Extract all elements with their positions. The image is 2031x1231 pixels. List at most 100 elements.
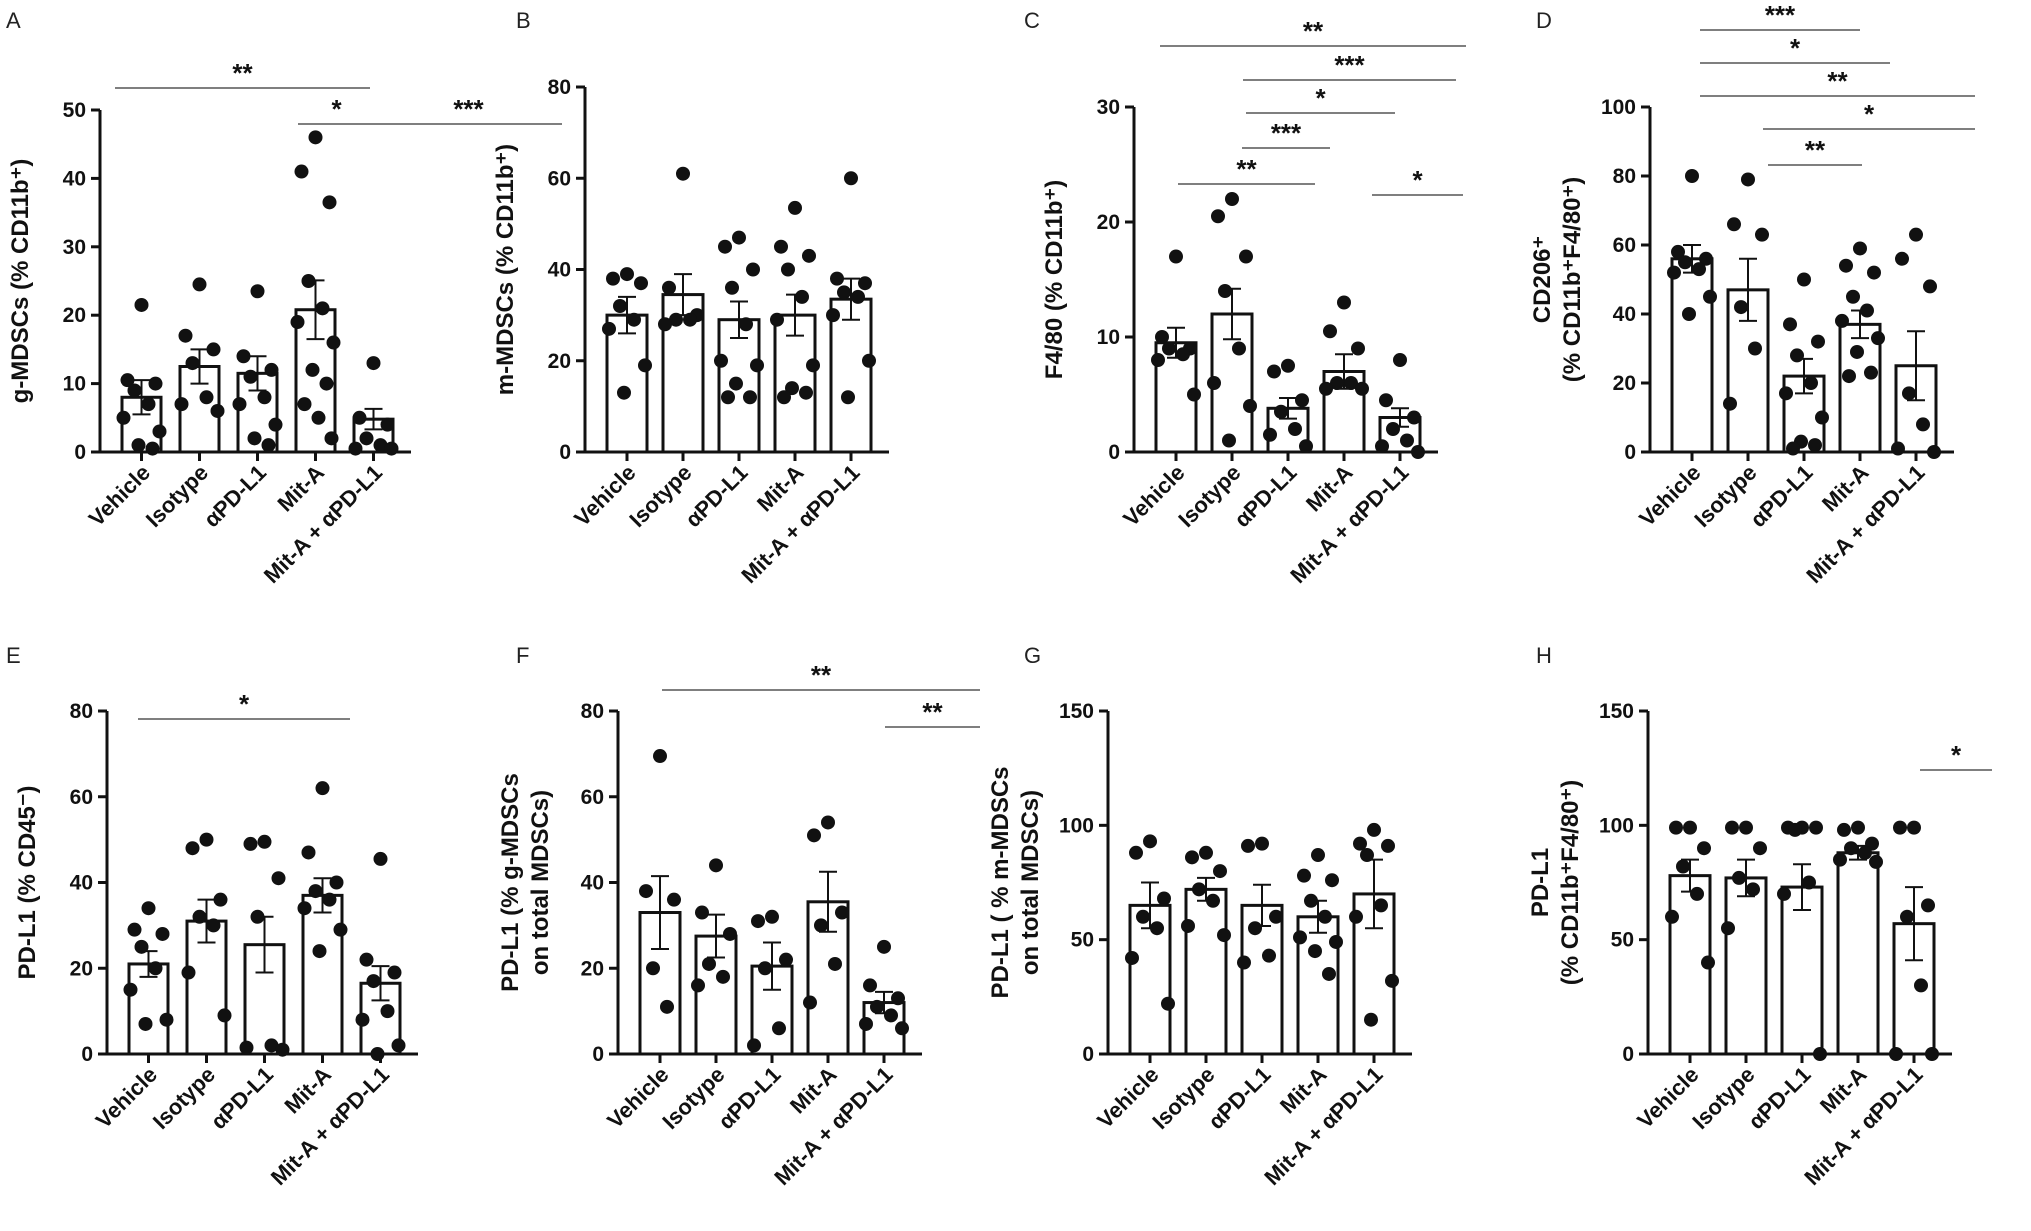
data-point [1748, 341, 1762, 356]
y-tick-label: 60 [70, 786, 93, 809]
significance-label: ** [1827, 66, 1848, 96]
data-point [774, 239, 788, 254]
data-point [1783, 317, 1797, 332]
data-point [1299, 439, 1313, 454]
data-point [1407, 410, 1421, 425]
panel-f: F PD-L1 (% g-MDSCs on total MDSCs) 0 20 40 60 8… [497, 643, 980, 1190]
y-tick-label: 0 [559, 441, 571, 464]
significance-label: * [1790, 33, 1801, 63]
data-point [1727, 217, 1741, 232]
data-point [1676, 859, 1690, 874]
data-point [1851, 820, 1865, 835]
bar [1780, 885, 1824, 1056]
data-point [758, 961, 772, 976]
significance-label: * [331, 94, 342, 124]
y-tick-label: 30 [63, 236, 86, 259]
data-point [366, 356, 381, 371]
data-point [1850, 344, 1864, 359]
data-point [1199, 845, 1213, 860]
data-point [1281, 358, 1295, 373]
data-point [236, 349, 251, 364]
data-point [1837, 822, 1851, 837]
data-point [895, 1021, 909, 1036]
bar [301, 893, 344, 1056]
y-tick-label: 10 [63, 373, 86, 396]
data-point [1330, 376, 1344, 390]
data-point [308, 884, 323, 899]
data-point [1907, 820, 1921, 835]
data-point [1150, 921, 1164, 936]
data-point [803, 995, 817, 1010]
data-point [322, 195, 337, 210]
data-point [770, 312, 784, 327]
data-point [743, 390, 757, 405]
data-point [391, 1038, 406, 1053]
data-point [638, 358, 652, 373]
data-point [1858, 845, 1872, 860]
data-point [1308, 944, 1322, 959]
y-tick-label: 100 [1059, 814, 1094, 837]
data-point [750, 358, 764, 373]
data-point [355, 1012, 370, 1027]
panel-label: C [1024, 8, 1040, 33]
y-axis-title: PD-L1 (% CD45⁻) [14, 785, 41, 979]
data-point [1176, 347, 1190, 362]
data-point [155, 926, 170, 941]
data-point [264, 362, 279, 377]
data-point [877, 939, 891, 954]
data-point [159, 1012, 174, 1027]
data-point [1682, 307, 1696, 321]
data-point [322, 892, 337, 907]
y-axis-title-line2: on total MDSCs) [1017, 790, 1044, 975]
data-point [1895, 251, 1909, 266]
data-point [1833, 852, 1847, 867]
data-point [772, 1021, 786, 1036]
bar [1836, 851, 1880, 1056]
y-tick-label: 60 [581, 786, 604, 809]
data-point [1360, 848, 1374, 863]
data-point [1311, 848, 1325, 863]
data-point [1669, 820, 1683, 835]
data-point [1753, 841, 1767, 856]
category-label: Isotype [1147, 1062, 1219, 1134]
y-tick-label: 0 [81, 1043, 93, 1066]
panel-label: G [1024, 643, 1041, 668]
category-label: Isotype [141, 460, 213, 532]
y-tick-label: 0 [1082, 1043, 1094, 1066]
data-point [835, 905, 849, 920]
y-tick-label: 20 [1097, 211, 1120, 234]
data-point [627, 312, 641, 327]
data-point [373, 851, 388, 866]
data-point [1779, 386, 1793, 401]
data-point [141, 901, 156, 916]
data-point [1225, 192, 1239, 206]
data-point [1746, 882, 1760, 897]
y-axis-title: PD-L1 ( % m-MDSCs [987, 766, 1014, 998]
data-point [239, 1040, 254, 1055]
data-point [1325, 873, 1339, 888]
data-point [232, 397, 247, 412]
data-point [1237, 955, 1251, 970]
data-point [1755, 227, 1769, 242]
data-point [1213, 864, 1227, 879]
data-point [250, 284, 265, 299]
data-point [788, 200, 802, 215]
y-tick-label: 0 [1622, 1043, 1634, 1066]
data-point [602, 321, 616, 336]
y-axis-title-line2: on total MDSCs) [527, 790, 554, 975]
data-point [1400, 433, 1414, 448]
y-tick-label: 20 [63, 304, 86, 327]
y-axis-title: CD206⁺ [1529, 236, 1556, 323]
y-axis-title-line2: (% CD11b⁺F4/80⁺) [1557, 780, 1584, 985]
data-point [1217, 928, 1231, 943]
data-point [718, 239, 732, 254]
data-point [326, 335, 341, 350]
data-point [1914, 978, 1928, 993]
category-label: αPD-L1 [206, 1062, 278, 1134]
y-tick-label: 20 [548, 350, 571, 373]
data-point [806, 358, 820, 373]
data-point [777, 390, 791, 405]
data-point [181, 965, 196, 980]
data-point [1351, 341, 1365, 356]
data-point [826, 308, 840, 323]
